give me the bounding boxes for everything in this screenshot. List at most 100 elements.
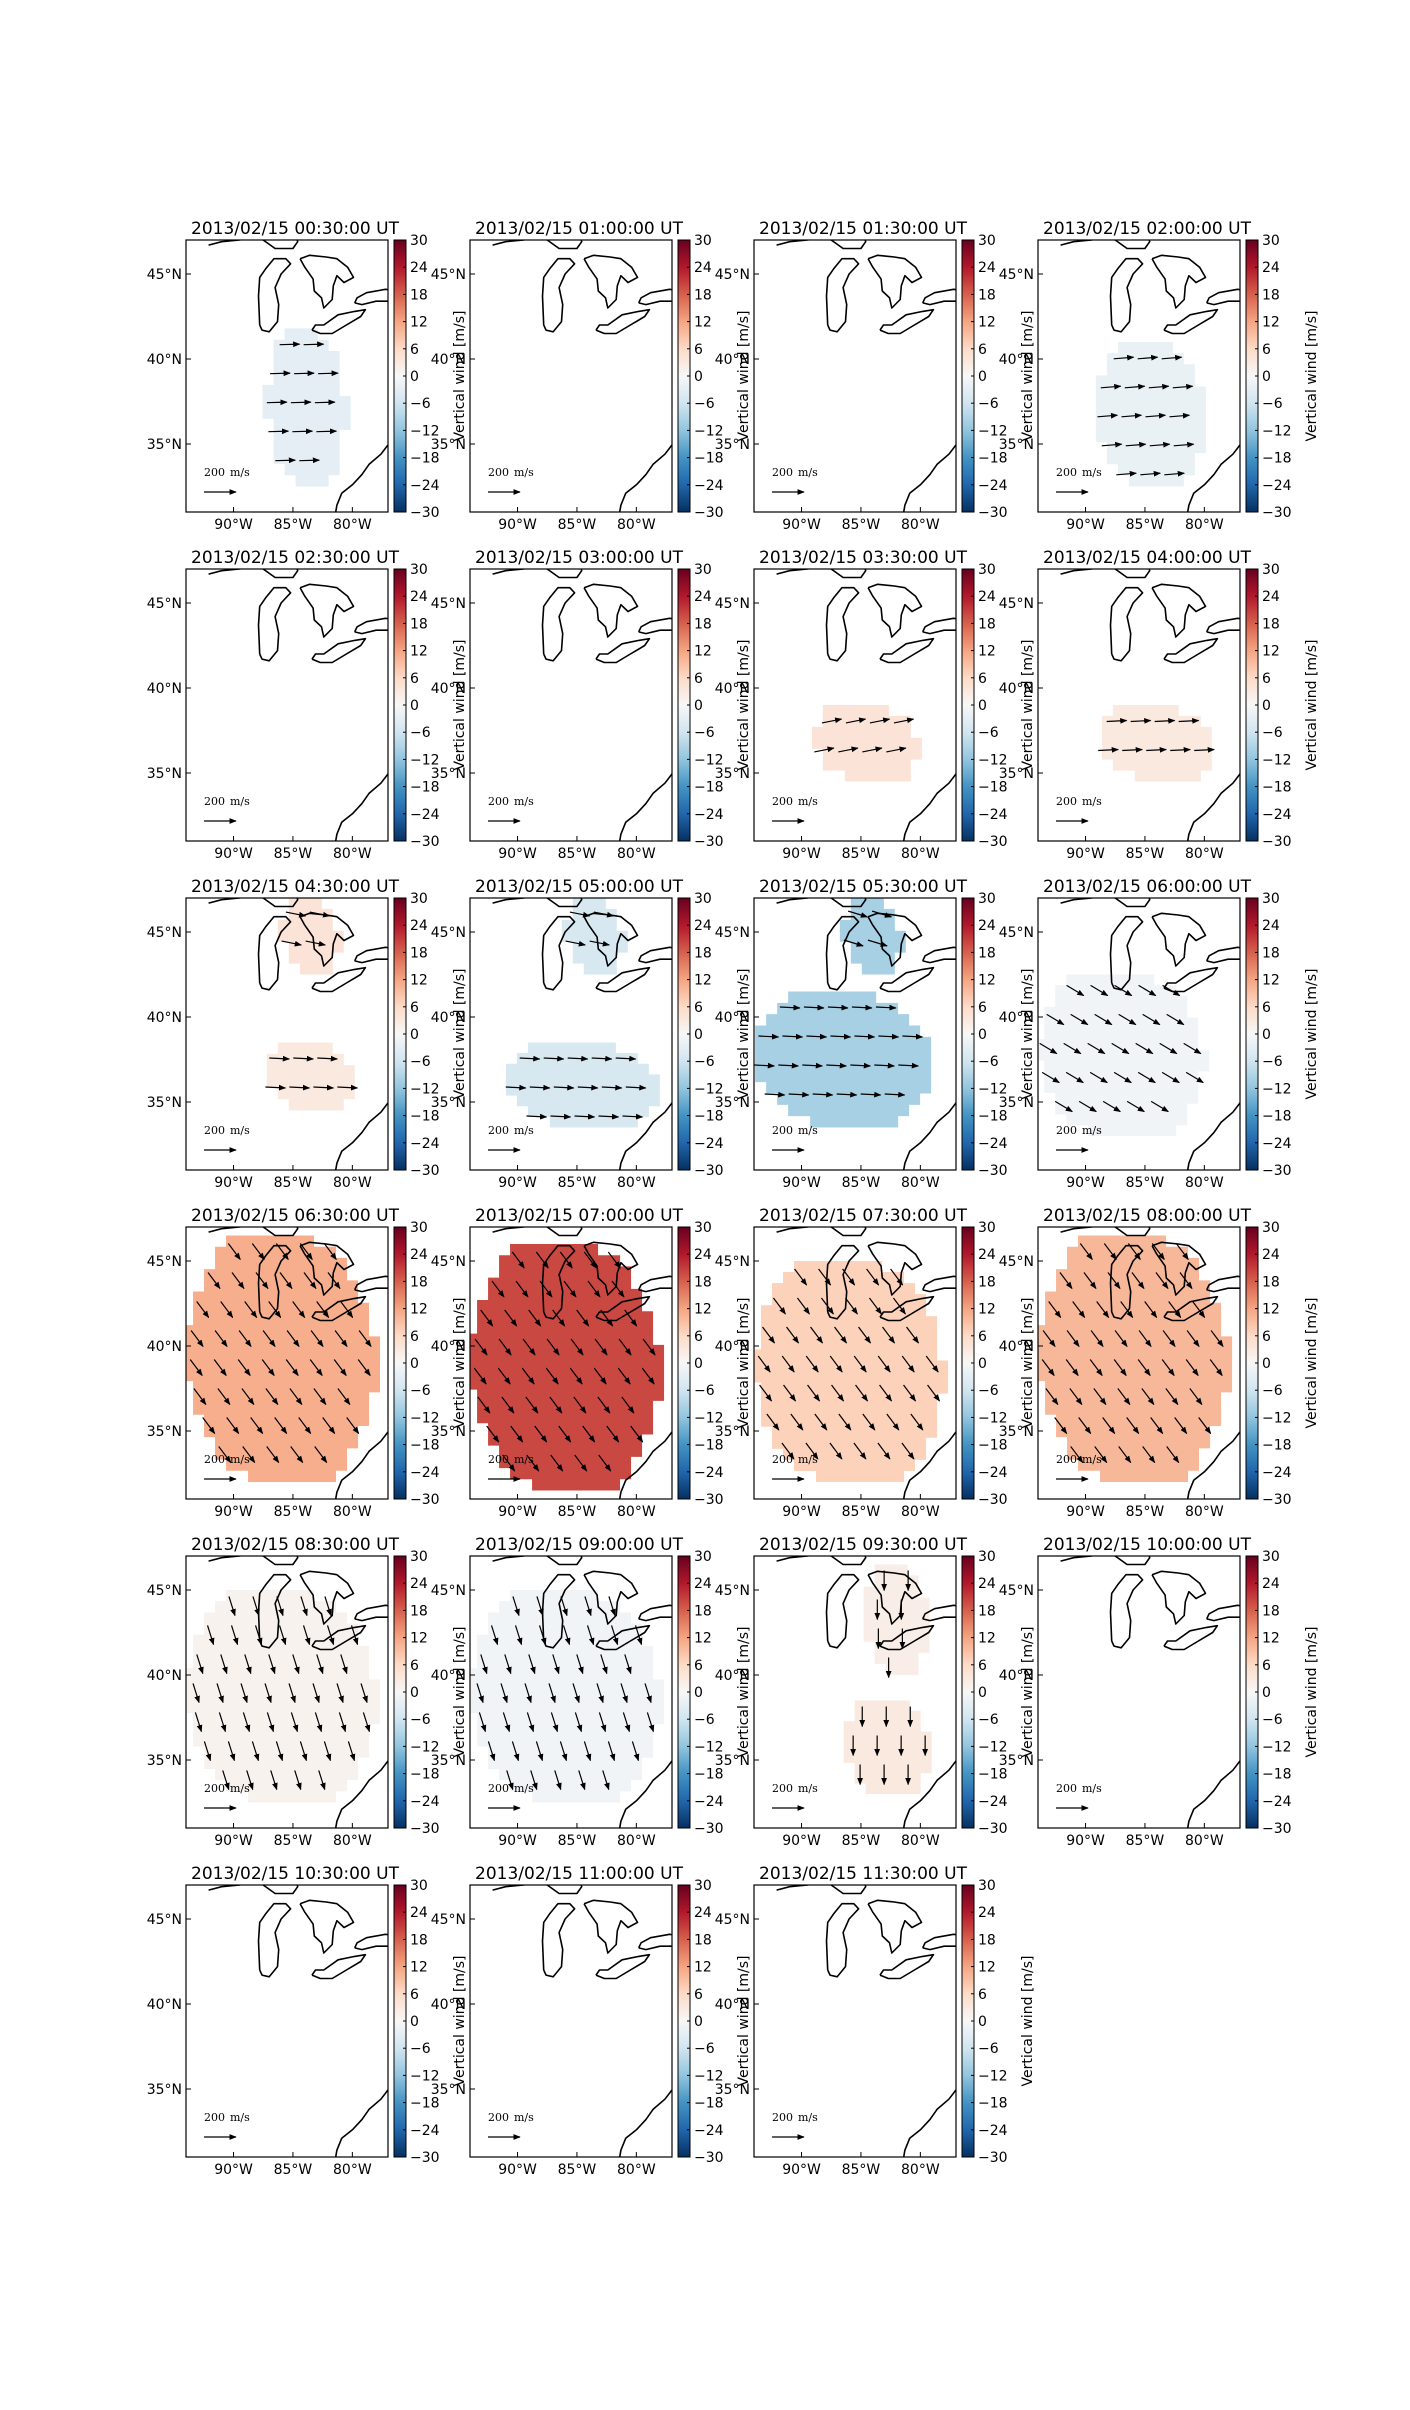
coastline	[1151, 1241, 1207, 1296]
reference-arrow-unit: m/s	[514, 1782, 534, 1795]
wind-arrow	[227, 1243, 241, 1261]
colorbar-tick-label: −30	[694, 2150, 724, 2166]
colorbar-tick-label: −12	[694, 423, 724, 439]
wind-arrow	[502, 1712, 511, 1733]
reference-arrow-label: 200	[488, 795, 509, 808]
map-panel: 200 m/s 2013/02/15 03:30:00 UT 90°W 85°W 80°W…	[715, 548, 1036, 862]
colorbar-tick-label: −24	[1262, 1465, 1292, 1481]
wind-arrow	[802, 1062, 824, 1069]
wind-arrow	[293, 1055, 314, 1062]
wind-arrow	[500, 1683, 508, 1704]
coastline	[867, 1570, 923, 1625]
wind-arrow	[1140, 470, 1161, 477]
wind-arrow	[902, 1033, 924, 1040]
colorbar-tick-label: −24	[410, 807, 440, 823]
wind-arrow	[220, 1301, 234, 1319]
coastline	[618, 443, 672, 512]
colorbar-tick-label: 0	[694, 369, 703, 385]
wind-region	[754, 1261, 949, 1482]
colorbar-tick-label: −6	[1262, 1054, 1283, 1070]
wind-arrow	[574, 1113, 596, 1120]
wind-arrow	[821, 717, 843, 724]
coastline	[1151, 1570, 1207, 1625]
y-tick-label: 35°N	[715, 1753, 750, 1769]
x-tick-label: 90°W	[1066, 846, 1105, 862]
colorbar-tick-label: 24	[410, 1905, 428, 1921]
wind-arrow	[1042, 1330, 1056, 1348]
wind-arrow	[869, 717, 891, 724]
colorbar-tick-label: 30	[410, 891, 428, 907]
x-tick-label: 80°W	[901, 1175, 940, 1191]
colorbar-label: Vertical wind [m/s]	[452, 969, 468, 1100]
colorbar-tick-label: −6	[694, 2041, 715, 2057]
wind-arrow	[851, 1004, 873, 1011]
colorbar-tick-label: −24	[978, 1794, 1008, 1810]
wind-arrow	[1098, 746, 1119, 753]
wind-arrow	[1166, 1446, 1180, 1464]
x-tick-label: 85°W	[842, 846, 881, 862]
wind-arrow	[587, 1280, 601, 1298]
colorbar-tick-label: 12	[410, 1302, 428, 1318]
wind-arrow	[624, 1309, 638, 1327]
colorbar-tick-label: 0	[1262, 1356, 1271, 1372]
panel-title: 2013/02/15 05:00:00 UT	[475, 877, 684, 897]
wind-arrow	[318, 1770, 326, 1791]
wind-arrow	[646, 1712, 655, 1733]
map-frame	[185, 239, 389, 513]
panel-title: 2013/02/15 03:00:00 UT	[475, 548, 684, 568]
wind-arrow	[882, 1326, 895, 1344]
colorbar-tick-label: 6	[1262, 1329, 1271, 1345]
wind-arrow	[860, 1091, 882, 1098]
colorbar-tick-label: 30	[978, 1878, 996, 1894]
wind-arrow	[1173, 441, 1195, 448]
coastline	[257, 586, 292, 662]
wind-arrow	[1138, 984, 1157, 997]
colorbar-tick-label: −24	[978, 1136, 1008, 1152]
colorbar-tick-label: 18	[1262, 287, 1280, 303]
wind-arrow	[624, 1654, 632, 1675]
coastline	[879, 966, 935, 993]
x-tick-label: 85°W	[842, 1833, 881, 1849]
colorbar-tick-label: −18	[410, 2096, 440, 2112]
colorbar-tick-label: 12	[1262, 973, 1280, 989]
colorbar-label: Vertical wind [m/s]	[736, 1627, 752, 1758]
colorbar-tick-label: −30	[978, 505, 1008, 521]
wind-arrow	[292, 1654, 300, 1675]
colorbar-tick-label: −30	[410, 834, 440, 850]
wind-arrow	[786, 1326, 799, 1344]
wind-arrow	[522, 1338, 536, 1356]
map-frame	[753, 897, 957, 1171]
wind-arrow	[238, 1330, 252, 1348]
panel-title: 2013/02/15 08:30:00 UT	[191, 1535, 400, 1555]
wind-arrow	[1149, 441, 1171, 448]
colorbar-label: Vertical wind [m/s]	[1020, 969, 1036, 1100]
map-frame	[185, 1555, 389, 1829]
map-frame	[185, 897, 389, 1171]
wind-arrow	[202, 1417, 216, 1435]
colorbar-tick-label: −18	[410, 1438, 440, 1454]
wind-arrow	[901, 1442, 915, 1460]
map-panel: 200 m/s 2013/02/15 11:00:00 UT 90°W 85°W 80°W…	[431, 1864, 752, 2178]
wind-arrow	[1122, 746, 1143, 753]
colorbar-tick-label: 0	[410, 1685, 419, 1701]
map-frame	[753, 1555, 957, 1829]
coastline	[879, 1953, 935, 1980]
colorbar-tick-label: −12	[694, 1739, 724, 1755]
wind-arrow	[886, 746, 907, 753]
wind-arrow	[217, 1388, 231, 1406]
y-tick-label: 45°N	[147, 1912, 182, 1928]
colorbar-tick-label: 24	[410, 1576, 428, 1592]
coastline	[637, 946, 672, 964]
wind-arrow	[480, 1309, 494, 1327]
reference-arrow-unit: m/s	[230, 466, 250, 479]
wind-arrow	[506, 1770, 514, 1791]
reference-arrow-label: 200	[1056, 1124, 1077, 1137]
colorbar-tick-label: 30	[1262, 562, 1280, 578]
wind-arrow	[222, 1770, 230, 1791]
map-frame	[753, 568, 957, 842]
colorbar-tick-label: 12	[694, 644, 712, 660]
reference-arrow-label: 200	[772, 466, 793, 479]
wind-arrow	[526, 1454, 540, 1472]
panel-title: 2013/02/15 09:00:00 UT	[475, 1535, 684, 1555]
map-panel: 200 m/s 2013/02/15 06:00:00 UT 90°W 85°W 80°W…	[999, 877, 1320, 1191]
